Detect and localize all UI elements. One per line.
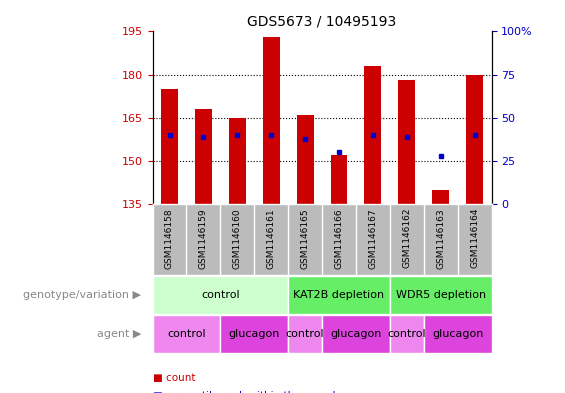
Bar [466,75,483,204]
Title: GDS5673 / 10495193: GDS5673 / 10495193 [247,15,397,29]
Text: GSM1146162: GSM1146162 [402,208,411,268]
Bar [424,315,492,353]
Text: genotype/variation ▶: genotype/variation ▶ [23,290,141,300]
Bar [288,276,390,314]
Text: KAT2B depletion: KAT2B depletion [293,290,385,300]
Text: glucagon: glucagon [229,329,280,339]
Bar [195,109,212,204]
Bar [153,315,220,353]
Bar [364,66,381,204]
Text: GSM1146165: GSM1146165 [301,208,310,268]
Bar [153,276,288,314]
Text: GSM1146161: GSM1146161 [267,208,276,268]
Text: GSM1146164: GSM1146164 [470,208,479,268]
Bar [297,115,314,204]
Text: GSM1146167: GSM1146167 [368,208,377,268]
Bar [390,276,492,314]
Bar [263,37,280,204]
Text: ■ count: ■ count [153,373,195,383]
Text: GSM1146159: GSM1146159 [199,208,208,268]
Text: control: control [286,329,324,339]
Text: control: control [167,329,206,339]
Bar [390,315,424,353]
Bar [220,315,288,353]
Bar [229,118,246,204]
Bar [322,315,390,353]
Text: ■ percentile rank within the sample: ■ percentile rank within the sample [153,391,341,393]
Text: control: control [388,329,426,339]
Bar [432,190,449,204]
Text: agent ▶: agent ▶ [97,329,141,339]
Text: GSM1146158: GSM1146158 [165,208,174,268]
Bar [288,315,322,353]
Bar [398,81,415,204]
Text: GSM1146160: GSM1146160 [233,208,242,268]
Text: glucagon: glucagon [331,329,381,339]
Text: glucagon: glucagon [432,329,483,339]
Bar [331,155,347,204]
Text: GSM1146163: GSM1146163 [436,208,445,268]
Text: GSM1146166: GSM1146166 [334,208,344,268]
Text: WDR5 depletion: WDR5 depletion [396,290,486,300]
Bar [161,89,178,204]
Text: control: control [201,290,240,300]
